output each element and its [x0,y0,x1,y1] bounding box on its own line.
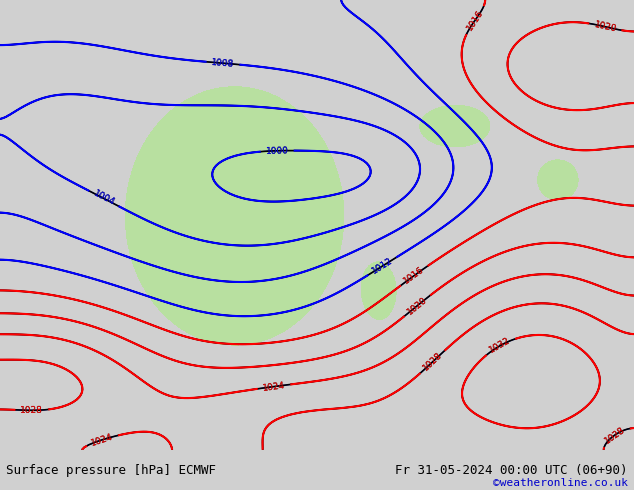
Text: 1032: 1032 [488,336,512,355]
Text: 1028: 1028 [421,351,444,373]
Text: 1004: 1004 [92,189,116,208]
Text: 1008: 1008 [211,58,235,69]
Text: 1016: 1016 [402,265,426,286]
Text: 1020: 1020 [593,20,618,34]
Text: 1016: 1016 [465,8,485,32]
Text: 1028: 1028 [20,406,43,415]
Text: 1016: 1016 [402,265,426,286]
Text: 1020: 1020 [593,20,618,34]
Text: 1016: 1016 [465,8,485,32]
Text: 1000: 1000 [266,146,289,156]
Text: 1004: 1004 [92,189,116,208]
Text: 1032: 1032 [488,336,512,355]
Text: 1028: 1028 [603,425,627,445]
Text: 1024: 1024 [90,432,114,447]
Text: 1024: 1024 [90,432,114,447]
Text: ©weatheronline.co.uk: ©weatheronline.co.uk [493,478,628,488]
Text: Fr 31-05-2024 00:00 UTC (06+90): Fr 31-05-2024 00:00 UTC (06+90) [395,464,628,477]
Text: 1008: 1008 [211,58,235,69]
Text: Surface pressure [hPa] ECMWF: Surface pressure [hPa] ECMWF [6,464,216,477]
Text: 1020: 1020 [406,295,429,317]
Text: 1012: 1012 [370,256,394,276]
Text: 1020: 1020 [406,295,429,317]
Text: 1012: 1012 [370,256,394,276]
Text: 1028: 1028 [603,425,627,445]
Text: 1024: 1024 [262,381,286,392]
Text: 1024: 1024 [262,381,286,392]
Text: 1028: 1028 [421,351,444,373]
Text: 1000: 1000 [266,146,289,156]
Text: 1028: 1028 [20,406,43,415]
